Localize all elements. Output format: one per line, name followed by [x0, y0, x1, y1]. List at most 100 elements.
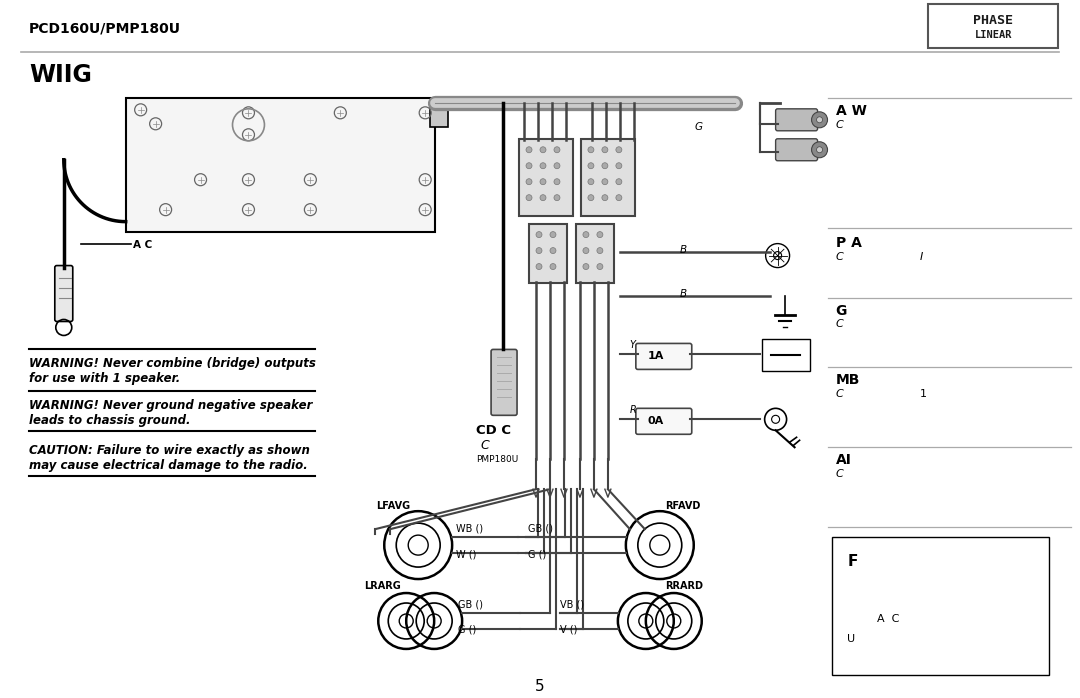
- Circle shape: [526, 179, 532, 185]
- Text: I: I: [919, 251, 922, 262]
- Circle shape: [597, 248, 603, 253]
- Circle shape: [526, 147, 532, 153]
- Text: F: F: [848, 554, 858, 569]
- FancyBboxPatch shape: [576, 223, 613, 283]
- Circle shape: [540, 179, 546, 185]
- Text: G (): G (): [528, 549, 546, 559]
- Text: RFAVD: RFAVD: [665, 501, 700, 511]
- Text: CD C: CD C: [476, 424, 511, 438]
- Text: W (): W (): [456, 549, 476, 559]
- Circle shape: [526, 163, 532, 169]
- Text: A C: A C: [133, 239, 152, 250]
- FancyBboxPatch shape: [775, 109, 818, 131]
- Circle shape: [583, 264, 589, 269]
- Text: WIIG: WIIG: [29, 63, 92, 87]
- Circle shape: [811, 112, 827, 128]
- Text: VB (): VB (): [559, 599, 584, 609]
- Circle shape: [597, 232, 603, 237]
- Circle shape: [816, 117, 823, 123]
- FancyBboxPatch shape: [636, 343, 692, 369]
- Text: C: C: [836, 469, 843, 480]
- Circle shape: [811, 142, 827, 158]
- Text: C: C: [481, 439, 489, 452]
- Text: U: U: [848, 634, 855, 644]
- Text: PHASE: PHASE: [973, 14, 1013, 27]
- Text: 1: 1: [919, 389, 927, 399]
- Text: LFAVG: LFAVG: [376, 501, 410, 511]
- Text: V (): V (): [559, 625, 578, 635]
- Circle shape: [773, 251, 782, 260]
- FancyBboxPatch shape: [125, 98, 435, 232]
- Text: A W: A W: [836, 104, 866, 118]
- Circle shape: [588, 179, 594, 185]
- Text: Y: Y: [630, 341, 636, 350]
- Text: WARNING! Never ground negative speaker: WARNING! Never ground negative speaker: [29, 399, 312, 413]
- Text: may cause electrical damage to the radio.: may cause electrical damage to the radio…: [29, 459, 308, 473]
- Text: C: C: [836, 251, 843, 262]
- Text: WARNING! Never combine (bridge) outputs: WARNING! Never combine (bridge) outputs: [29, 357, 315, 371]
- FancyBboxPatch shape: [761, 339, 810, 371]
- Text: WB (): WB (): [456, 523, 483, 533]
- Circle shape: [554, 179, 559, 185]
- Circle shape: [583, 248, 589, 253]
- Text: AI: AI: [836, 453, 851, 467]
- Text: for use with 1 speaker.: for use with 1 speaker.: [29, 373, 180, 385]
- Text: CAUTION: Failure to wire exactly as shown: CAUTION: Failure to wire exactly as show…: [29, 444, 310, 457]
- Text: MB: MB: [836, 373, 860, 387]
- Text: GB (): GB (): [528, 523, 553, 533]
- FancyBboxPatch shape: [430, 105, 448, 127]
- Circle shape: [583, 232, 589, 237]
- Circle shape: [602, 195, 608, 200]
- Circle shape: [536, 264, 542, 269]
- FancyBboxPatch shape: [529, 223, 567, 283]
- Text: 5: 5: [536, 679, 544, 694]
- Text: C: C: [836, 320, 843, 329]
- Text: G: G: [836, 304, 847, 318]
- Circle shape: [602, 147, 608, 153]
- Text: B: B: [679, 288, 687, 299]
- Circle shape: [616, 195, 622, 200]
- Circle shape: [554, 147, 559, 153]
- Circle shape: [588, 195, 594, 200]
- Text: PMP180U: PMP180U: [476, 455, 518, 464]
- Circle shape: [602, 179, 608, 185]
- FancyBboxPatch shape: [636, 408, 692, 434]
- Circle shape: [554, 195, 559, 200]
- Circle shape: [540, 163, 546, 169]
- Circle shape: [526, 195, 532, 200]
- Text: R: R: [630, 406, 636, 415]
- FancyBboxPatch shape: [491, 350, 517, 415]
- Text: B: B: [679, 244, 687, 255]
- Circle shape: [554, 163, 559, 169]
- Circle shape: [771, 415, 780, 423]
- FancyBboxPatch shape: [55, 265, 72, 322]
- FancyBboxPatch shape: [519, 139, 573, 216]
- FancyBboxPatch shape: [929, 4, 1058, 48]
- Circle shape: [597, 264, 603, 269]
- Circle shape: [816, 147, 823, 153]
- Text: 0A: 0A: [648, 416, 664, 426]
- Text: PCD160U/PMP180U: PCD160U/PMP180U: [29, 22, 180, 36]
- Circle shape: [536, 232, 542, 237]
- Circle shape: [616, 147, 622, 153]
- Circle shape: [540, 147, 546, 153]
- Circle shape: [550, 264, 556, 269]
- Circle shape: [550, 232, 556, 237]
- Circle shape: [616, 179, 622, 185]
- Text: GB (): GB (): [458, 599, 483, 609]
- Circle shape: [550, 248, 556, 253]
- Text: RRARD: RRARD: [665, 581, 703, 591]
- Text: C: C: [836, 120, 843, 130]
- Text: G: G: [694, 121, 703, 132]
- Text: A  C: A C: [877, 614, 900, 624]
- Text: leads to chassis ground.: leads to chassis ground.: [29, 415, 190, 427]
- Text: G (): G (): [458, 625, 476, 635]
- Text: LRARG: LRARG: [364, 581, 401, 591]
- Circle shape: [602, 163, 608, 169]
- Circle shape: [536, 248, 542, 253]
- Text: C: C: [836, 389, 843, 399]
- Text: 1A: 1A: [648, 351, 664, 362]
- FancyBboxPatch shape: [775, 139, 818, 161]
- Circle shape: [540, 195, 546, 200]
- Text: LINEAR: LINEAR: [974, 30, 1012, 40]
